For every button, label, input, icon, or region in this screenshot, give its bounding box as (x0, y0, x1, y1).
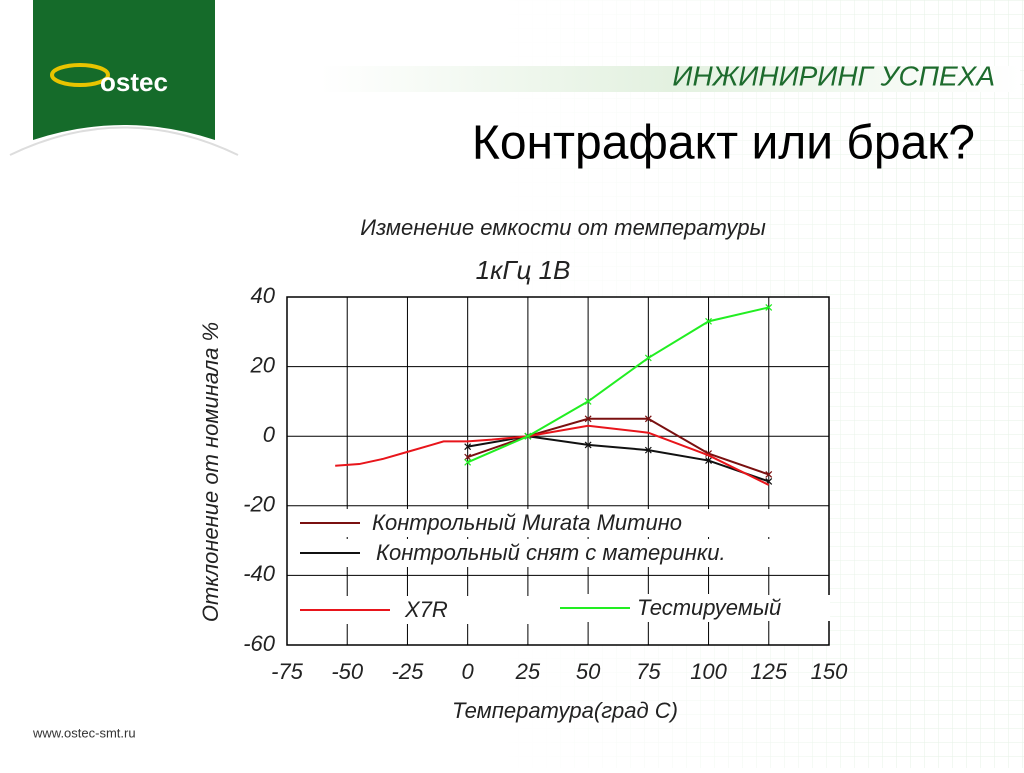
point-marker (644, 415, 652, 423)
plot-area (286, 296, 830, 646)
point-marker (705, 317, 712, 325)
series-line (467, 306, 770, 464)
x-tick-label: 25 (515, 659, 541, 684)
logo-arc (9, 126, 239, 156)
heading: Контрафакт или брак? (472, 117, 975, 170)
point-marker (584, 415, 592, 423)
legend-label: X7R (404, 597, 448, 622)
y-tick-label: 40 (251, 283, 276, 308)
point-marker (464, 458, 472, 466)
url: www.ostec-smt.ru (32, 725, 136, 740)
chart-title: Изменение емкости от температуры (360, 215, 766, 240)
legend-bg (300, 540, 825, 566)
logo-icon (50, 63, 110, 87)
tagline: ИНЖИНИРИНГ УСПЕХА (672, 60, 995, 91)
legend-label: Тестируемый (637, 595, 781, 620)
point-marker (584, 397, 592, 405)
x-tick-label: -25 (392, 659, 425, 684)
point-marker (464, 443, 472, 451)
legend-label: Контрольный Murata Митино (372, 510, 682, 535)
legend-label: Контрольный снят с материнки. (376, 540, 726, 565)
point-marker (644, 354, 652, 362)
x-tick-label: 150 (811, 659, 848, 684)
x-tick-label: -50 (331, 659, 364, 684)
point-marker (705, 457, 712, 464)
logo-text: ostec (100, 67, 168, 97)
logo-block (33, 0, 215, 140)
series-line (335, 424, 770, 486)
x-tick-label: 75 (636, 659, 661, 684)
x-axis-label: Температура(град С) (452, 698, 678, 723)
x-tick-label: 100 (690, 659, 727, 684)
chart-subtitle: 1кГц 1В (476, 255, 571, 285)
point-marker (644, 446, 652, 454)
legend-bg (300, 510, 825, 536)
y-tick-label: -40 (243, 561, 276, 586)
y-tick-label: 20 (250, 352, 276, 377)
point-marker (584, 441, 592, 449)
point-marker (524, 432, 532, 440)
x-tick-label: 125 (750, 659, 787, 684)
y-tick-label: -60 (243, 631, 276, 656)
y-tick-label: 0 (263, 422, 276, 447)
point-marker (765, 471, 773, 478)
point-marker (464, 453, 472, 461)
x-tick-label: 50 (576, 659, 601, 684)
y-axis-label: Отклонение от номинала % (198, 322, 223, 622)
point-marker (765, 304, 773, 311)
x-tick-label: -75 (271, 659, 304, 684)
tagline-bar (320, 66, 1020, 92)
y-tick-label: -20 (243, 492, 276, 517)
x-tick-label: 0 (462, 659, 475, 684)
